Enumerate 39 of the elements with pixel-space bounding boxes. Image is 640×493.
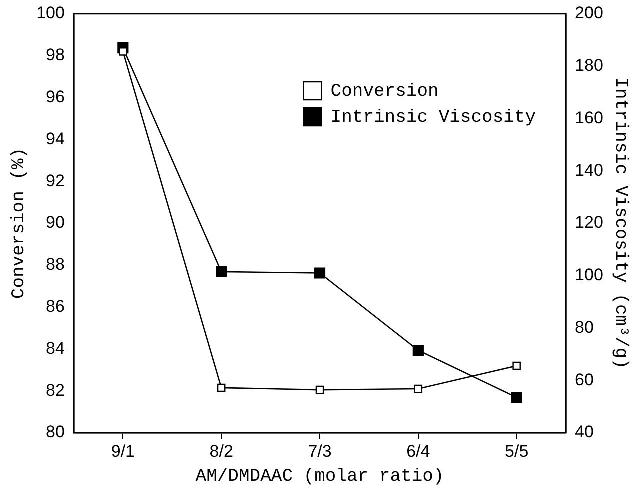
- y-tick-label: 82: [46, 380, 65, 400]
- point: [216, 266, 228, 278]
- point: [314, 268, 326, 279]
- y-tick-label: 80: [46, 422, 65, 442]
- y-tick-label: 84: [46, 338, 65, 358]
- legend-label: Conversion: [330, 82, 439, 102]
- legend-label: Intrinsic Viscosity: [330, 108, 536, 128]
- y2-tick-label: 60: [575, 370, 594, 390]
- y2-tick-label: 120: [575, 213, 604, 232]
- y-tick-label: 96: [46, 87, 65, 106]
- point: [414, 384, 423, 394]
- x-axis-title: AM/DMDAAC (molar ratio): [196, 466, 444, 487]
- point: [119, 48, 128, 56]
- x-tick-label: 6/4: [406, 442, 430, 461]
- y2-tick-label: 40: [575, 422, 594, 442]
- y2-tick-label: 80: [575, 318, 594, 337]
- y-axis-title: Conversion (%): [10, 148, 30, 300]
- y-tick-label: 100: [36, 4, 65, 23]
- y2-tick-label: 160: [575, 108, 604, 128]
- y2-tick-label: 100: [575, 266, 604, 285]
- point: [412, 344, 424, 356]
- point: [316, 386, 324, 394]
- y-tick-label: 98: [46, 46, 65, 65]
- x-tick-label: 8/2: [210, 442, 234, 461]
- y2-axis-title: Intrinsic Viscosity (cm³/g): [610, 78, 630, 370]
- y-tick-label: 94: [46, 129, 65, 148]
- point: [512, 362, 521, 370]
- x-tick-label: 5/5: [505, 442, 529, 461]
- y-tick-label: 92: [46, 171, 65, 190]
- y-tick-label: 90: [46, 213, 65, 232]
- y-tick-label: 88: [46, 255, 65, 274]
- point: [511, 392, 522, 404]
- x-tick-label: 7/3: [308, 442, 332, 461]
- point: [217, 384, 226, 392]
- y2-tick-label: 140: [575, 160, 604, 180]
- y2-tick-label: 180: [575, 56, 604, 76]
- y-tick-label: 86: [46, 296, 65, 316]
- x-tick-label: 9/1: [111, 442, 135, 461]
- y2-tick-label: 200: [575, 4, 604, 23]
